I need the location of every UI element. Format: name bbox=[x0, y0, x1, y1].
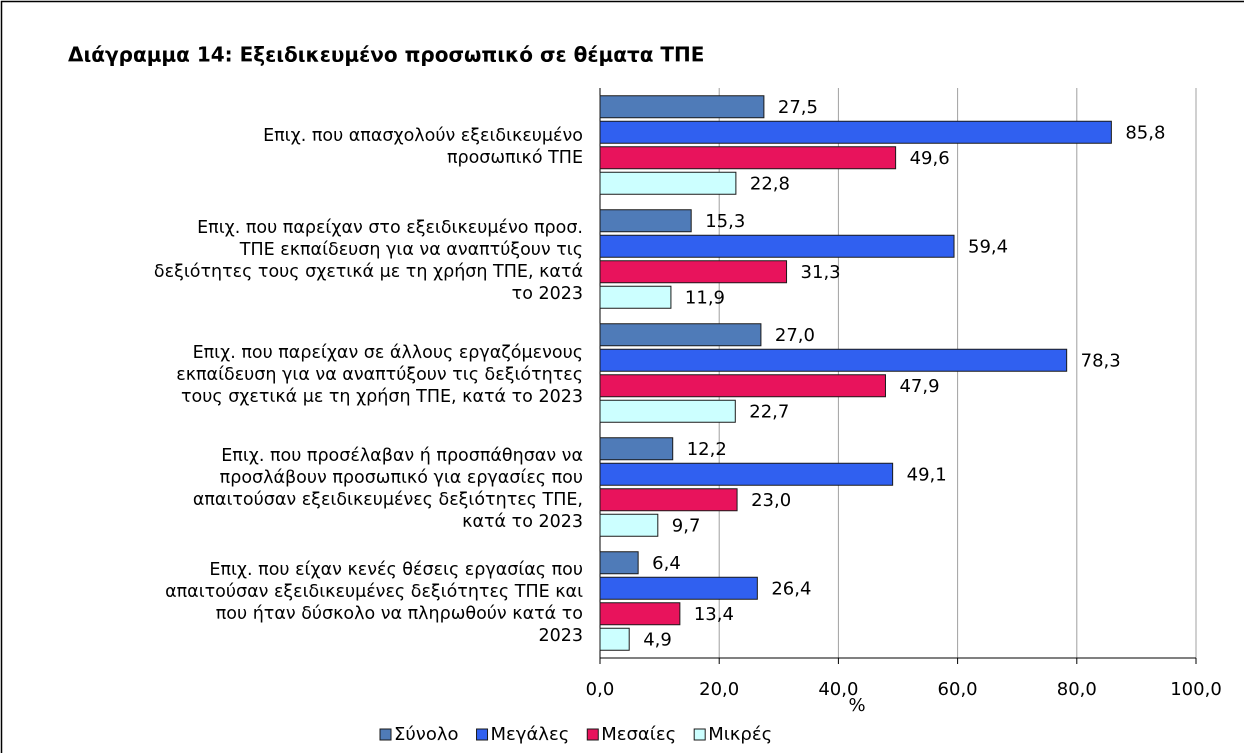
bar bbox=[599, 234, 955, 258]
value-label: 85,8 bbox=[1125, 122, 1165, 143]
x-tick-label: 100,0 bbox=[1170, 679, 1222, 700]
value-label: 22,7 bbox=[749, 401, 789, 422]
value-label: 27,0 bbox=[775, 325, 815, 346]
category-label: Επιχ. που απασχολούν εξειδικευμένο προσω… bbox=[263, 126, 583, 168]
bar bbox=[599, 171, 737, 195]
value-label: 47,9 bbox=[899, 376, 939, 397]
legend-swatch bbox=[586, 728, 599, 741]
value-label: 13,4 bbox=[694, 604, 734, 625]
category-label: Επιχ. που παρείχαν σε άλλους εργαζόμενου… bbox=[176, 343, 583, 407]
bar bbox=[599, 513, 659, 537]
value-label: 59,4 bbox=[968, 236, 1008, 257]
bar bbox=[599, 209, 692, 233]
legend-label: Μεγάλες bbox=[491, 724, 570, 745]
bar bbox=[599, 462, 894, 486]
legend-swatch bbox=[476, 728, 489, 741]
legend-label: Σύνολο bbox=[394, 724, 459, 745]
x-axis-label: % bbox=[848, 695, 865, 716]
value-label: 31,3 bbox=[801, 262, 841, 283]
bar bbox=[599, 627, 630, 651]
x-tick-label: 60,0 bbox=[938, 679, 978, 700]
value-label: 22,8 bbox=[750, 173, 790, 194]
value-label: 23,0 bbox=[751, 490, 791, 511]
value-label: 26,4 bbox=[771, 578, 811, 599]
value-label: 49,1 bbox=[907, 464, 947, 485]
legend-swatch bbox=[693, 728, 706, 741]
bar bbox=[599, 551, 639, 575]
bar bbox=[599, 576, 758, 600]
value-label: 49,6 bbox=[910, 148, 950, 169]
bar bbox=[599, 120, 1112, 144]
bar bbox=[599, 348, 1068, 372]
bar bbox=[599, 285, 672, 309]
bar bbox=[599, 260, 788, 284]
bar bbox=[599, 374, 886, 398]
value-label: 27,5 bbox=[778, 97, 818, 118]
value-label: 4,9 bbox=[643, 629, 672, 650]
legend-swatch bbox=[379, 728, 392, 741]
legend-label: Μικρές bbox=[708, 724, 772, 745]
bar bbox=[599, 437, 674, 461]
bar bbox=[599, 323, 762, 347]
chart-title: Διάγραμμα 14: Εξειδικευμένο προσωπικό σε… bbox=[68, 43, 704, 67]
value-label: 6,4 bbox=[652, 553, 681, 574]
bar bbox=[599, 399, 736, 423]
value-label: 9,7 bbox=[672, 515, 701, 536]
x-tick-label: 20,0 bbox=[699, 679, 739, 700]
bar bbox=[599, 602, 681, 626]
value-label: 12,2 bbox=[687, 439, 727, 460]
bar bbox=[599, 95, 765, 119]
value-label: 15,3 bbox=[705, 211, 745, 232]
category-label: Επιχ. που προσέλαβαν ή προσπάθησαν να πρ… bbox=[192, 446, 583, 532]
legend-label: Μεσαίες bbox=[601, 724, 676, 745]
x-tick-label: 0,0 bbox=[586, 679, 615, 700]
category-label: Επιχ. που παρείχαν στο εξειδικευμένο προ… bbox=[153, 218, 583, 304]
value-label: 11,9 bbox=[685, 287, 725, 308]
value-label: 78,3 bbox=[1081, 350, 1121, 371]
x-tick-label: 40,0 bbox=[818, 679, 858, 700]
bar bbox=[599, 488, 738, 512]
x-tick-label: 80,0 bbox=[1057, 679, 1097, 700]
category-label: Επιχ. που είχαν κενές θέσεις εργασίας πο… bbox=[165, 560, 583, 646]
bar bbox=[599, 146, 897, 170]
